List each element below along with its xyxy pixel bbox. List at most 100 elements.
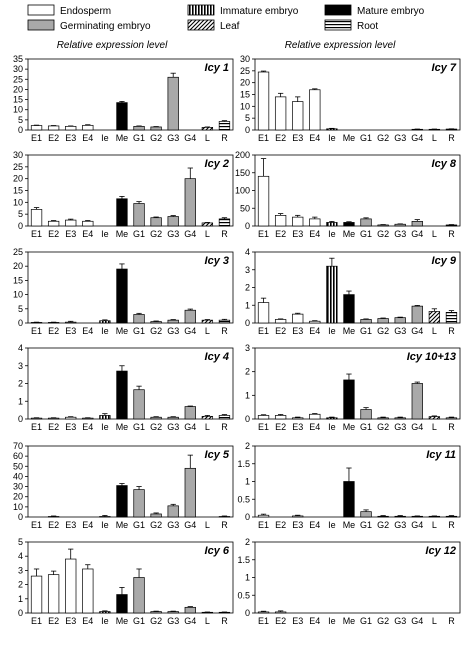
x-tick-label: R: [221, 520, 228, 530]
x-tick-label: Me: [116, 229, 129, 239]
y-tick-label: 20: [13, 84, 23, 94]
y-tick-label: 10: [13, 197, 23, 207]
bar: [445, 312, 458, 324]
y-tick-label: 2: [245, 441, 250, 451]
x-tick-label: Me: [343, 422, 356, 432]
x-tick-label: G3: [167, 133, 179, 143]
panel: 0 0.5 1 1.5 2 Icy 11 E1 E2 E3 E4 Ie Me G1 G2 G3 G4 L R: [237, 441, 461, 530]
y-tick-label: 0: [245, 221, 250, 231]
bar: [360, 409, 372, 420]
panel-frame: [27, 541, 234, 614]
x-tick-label: R: [221, 229, 228, 239]
y-tick-label: 15: [13, 186, 23, 196]
x-tick-label: G4: [184, 229, 196, 239]
bar: [167, 611, 179, 614]
x-tick-label: Ie: [101, 616, 109, 626]
x-tick-label: Ie: [101, 520, 109, 530]
x-tick-label: E4: [82, 520, 93, 530]
x-tick-label: G2: [150, 133, 162, 143]
bar: [445, 417, 458, 420]
y-tick-label: 15: [13, 275, 23, 285]
y-tick-label: 40: [13, 471, 23, 481]
y-tick-label: 3: [18, 565, 23, 575]
y-tick-label: 0: [18, 512, 23, 522]
bar: [82, 124, 94, 131]
panel-title: Icy 10+13: [407, 351, 456, 363]
panel-title: Icy 1: [205, 62, 229, 74]
x-tick-label: G2: [377, 520, 389, 530]
x-tick-label: E4: [82, 229, 93, 239]
bar: [274, 415, 287, 420]
panel: 0 0.5 1 1.5 2 Icy 12 E1 E2 E3 E4 Ie Me G1 G2 G3 G4 L R: [237, 537, 461, 626]
bar: [65, 219, 77, 227]
x-tick-label: E4: [309, 520, 320, 530]
x-tick-label: Me: [343, 520, 356, 530]
y-tick-label: 30: [240, 54, 250, 64]
y-tick-label: 2: [245, 367, 250, 377]
x-tick-label: G1: [133, 229, 145, 239]
y-tick-label: 0.5: [237, 494, 250, 504]
bar: [30, 209, 43, 227]
bar: [167, 416, 179, 420]
y-tick-label: 30: [13, 150, 23, 160]
x-tick-label: R: [448, 133, 455, 143]
bar: [274, 319, 287, 324]
legend-swatch: [27, 19, 55, 31]
x-tick-label: G2: [150, 616, 162, 626]
x-tick-label: G2: [377, 133, 389, 143]
y-tick-label: 1: [245, 390, 250, 400]
x-tick-label: G4: [184, 616, 196, 626]
bar: [150, 126, 162, 131]
x-tick-label: E4: [82, 326, 93, 336]
x-tick-label: Ie: [328, 520, 336, 530]
panel-frame: [27, 445, 234, 518]
panel-frame: [27, 251, 234, 324]
bar: [343, 294, 355, 324]
x-tick-label: E3: [292, 229, 303, 239]
y-tick-label: 4: [18, 343, 23, 353]
bar: [167, 319, 179, 324]
bar: [47, 125, 60, 131]
bar: [360, 218, 372, 227]
y-tick-label: 3: [245, 343, 250, 353]
x-tick-label: G3: [394, 520, 406, 530]
bar: [411, 515, 423, 518]
x-tick-label: E4: [82, 133, 93, 143]
x-tick-label: G3: [167, 422, 179, 432]
x-tick-label: E4: [82, 422, 93, 432]
y-tick-label: 70: [13, 441, 23, 451]
legend-entry: Endosperm: [27, 4, 111, 17]
y-tick-label: 5: [245, 113, 250, 123]
x-tick-label: Me: [116, 422, 129, 432]
x-tick-label: Ie: [328, 229, 336, 239]
bar: [150, 217, 162, 227]
bar: [377, 417, 389, 420]
bar: [411, 221, 423, 227]
y-tick-label: 25: [13, 74, 23, 84]
y-tick-label: 15: [240, 90, 250, 100]
y-tick-label: 1.5: [237, 555, 250, 565]
y-tick-label: 20: [13, 174, 23, 184]
panel-title: Icy 8: [432, 158, 457, 170]
x-tick-label: Me: [116, 326, 129, 336]
bar: [99, 320, 111, 324]
x-tick-label: R: [448, 616, 455, 626]
y-tick-label: 1: [245, 573, 250, 583]
bar: [394, 317, 406, 324]
bar: [201, 319, 214, 324]
x-tick-label: L: [432, 229, 437, 239]
x-tick-label: E3: [65, 520, 76, 530]
bar: [201, 127, 214, 131]
x-tick-label: G1: [360, 229, 372, 239]
bar: [257, 71, 270, 131]
y-tick-label: 10: [240, 101, 250, 111]
bar: [428, 416, 441, 420]
x-tick-label: G4: [411, 520, 423, 530]
y-tick-label: 5: [18, 115, 23, 125]
bar: [184, 467, 196, 518]
bar: [377, 318, 389, 324]
bar: [326, 417, 338, 420]
x-tick-label: E3: [65, 133, 76, 143]
x-tick-label: Me: [116, 616, 129, 626]
bar: [360, 319, 372, 324]
